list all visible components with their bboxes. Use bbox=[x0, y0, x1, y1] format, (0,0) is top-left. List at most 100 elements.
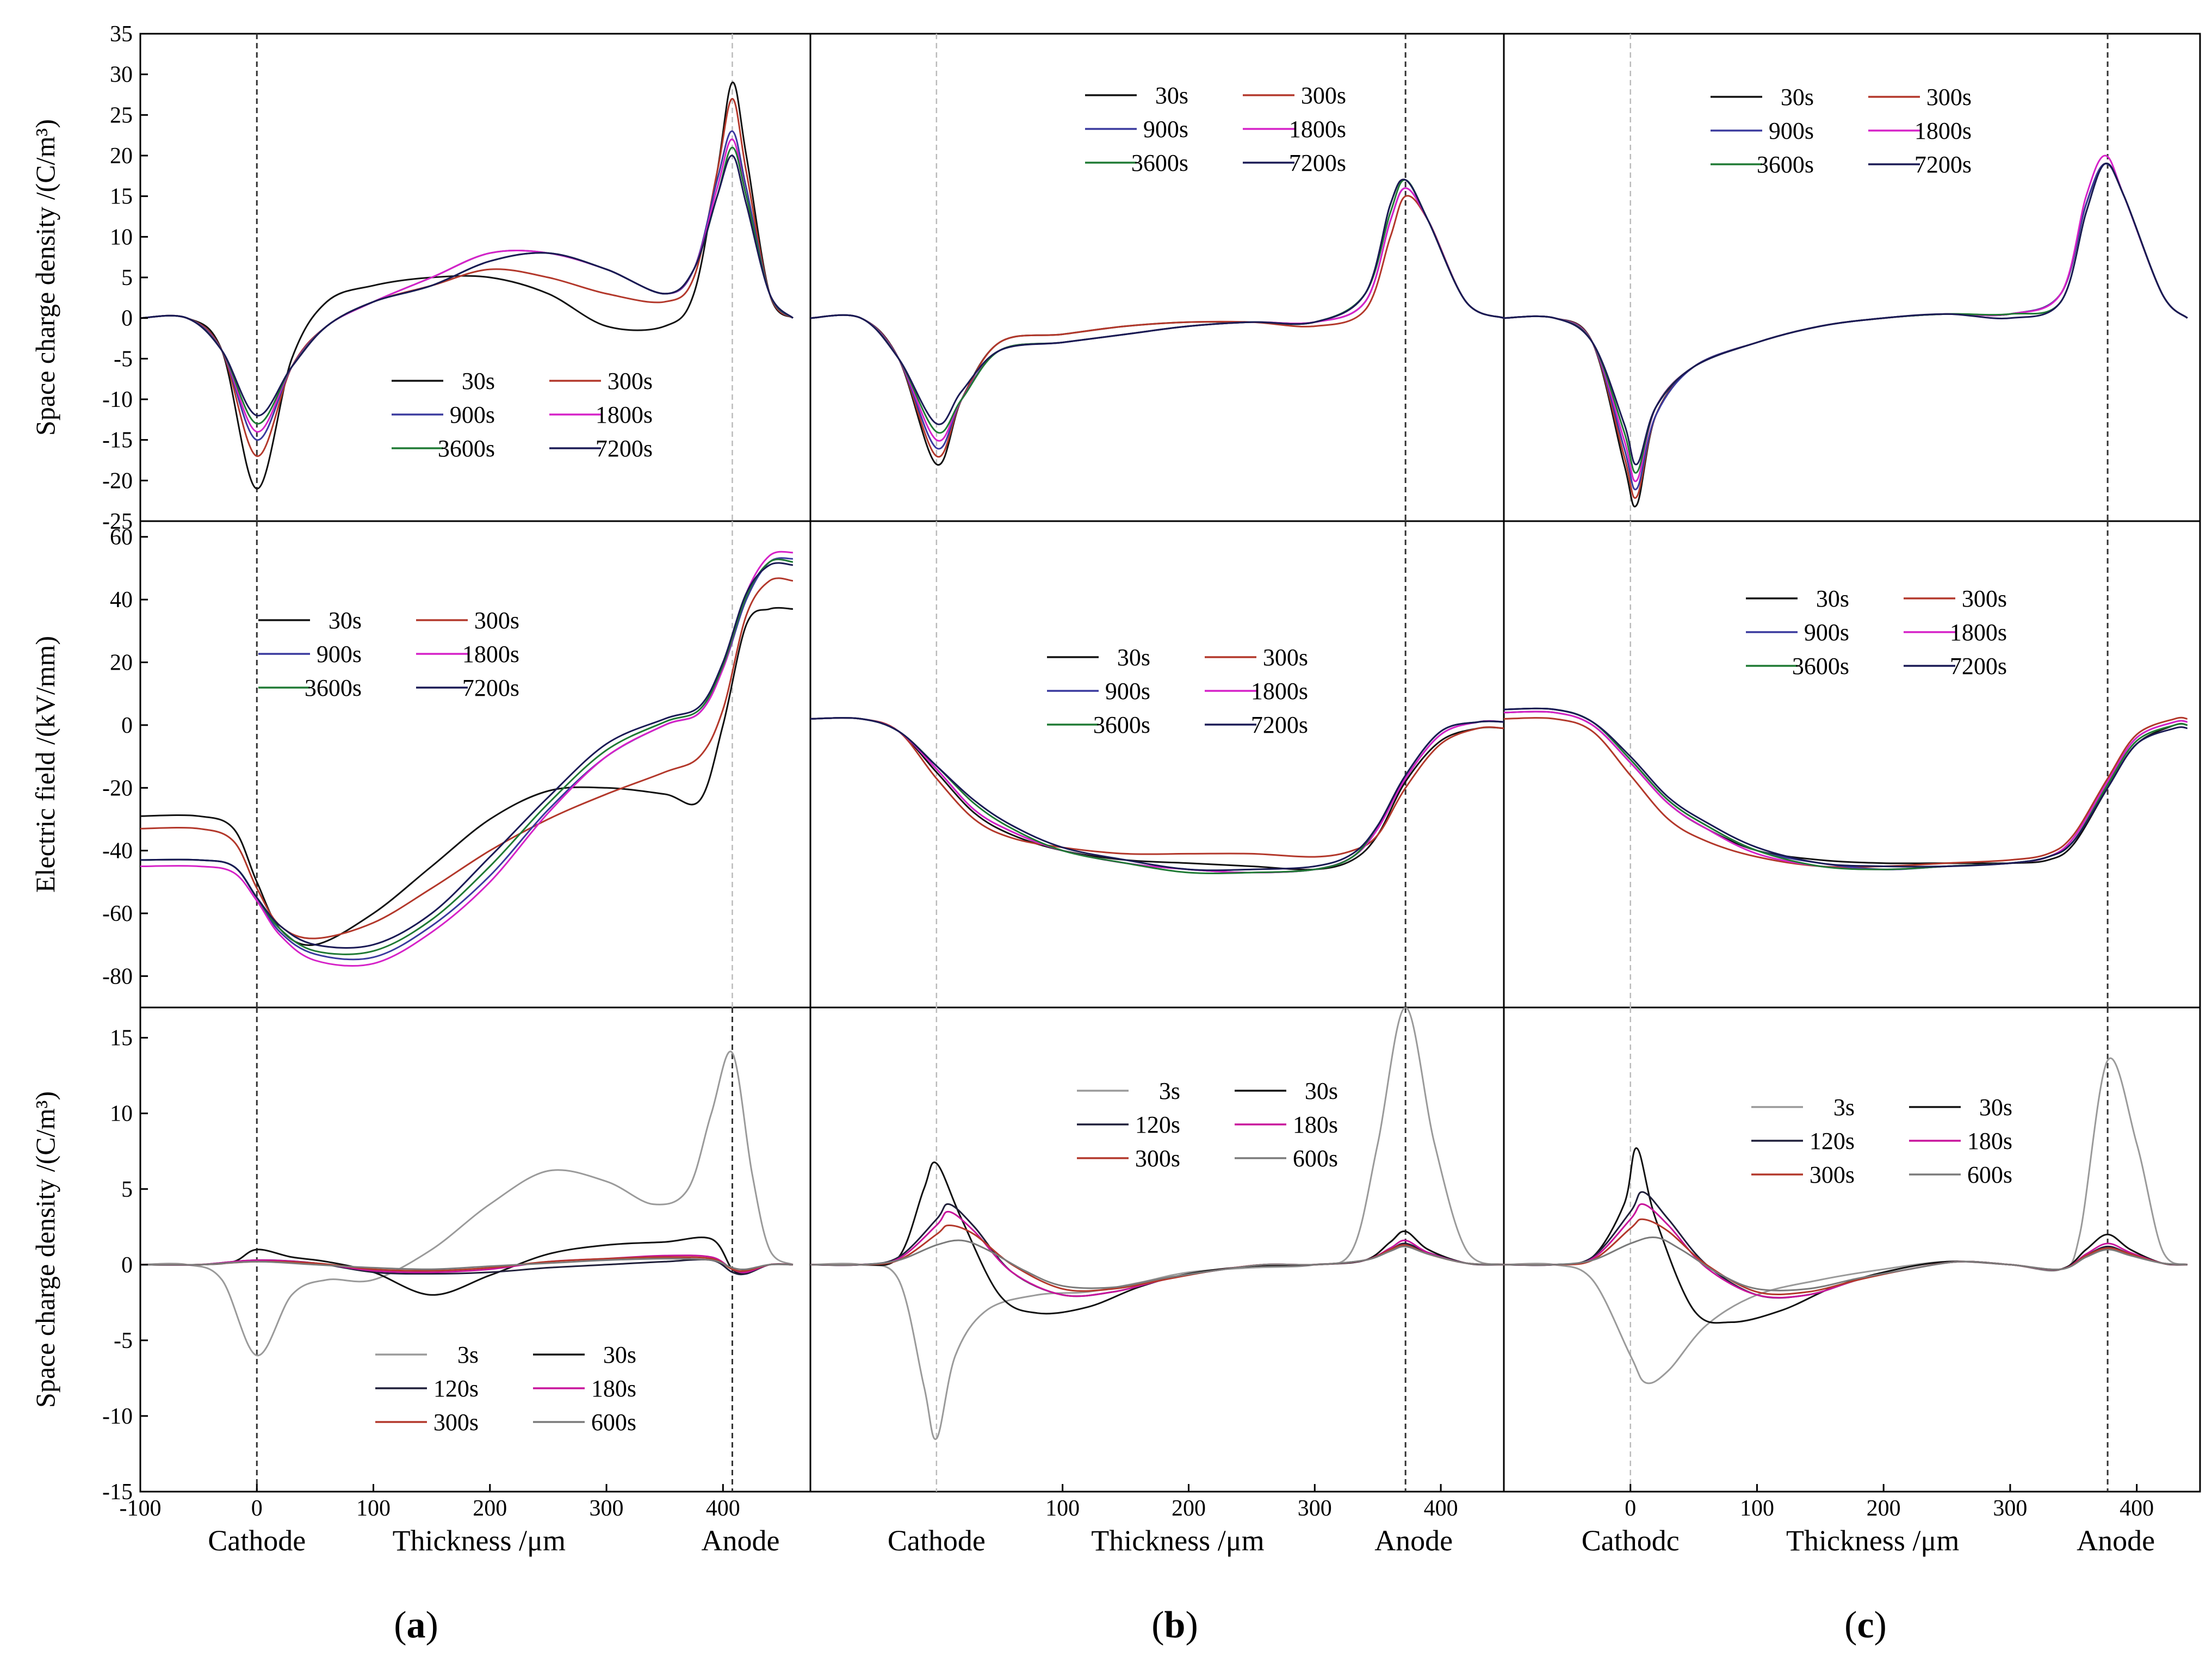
legend-b-top: 30s 300s 900s 1800s 3600s 7200s bbox=[1085, 82, 1346, 176]
y-tick-label: 5 bbox=[121, 265, 133, 290]
chart-c-top-clip bbox=[1504, 34, 2188, 521]
legend-label: 7200s bbox=[1950, 653, 2007, 679]
legend-label: 3600s bbox=[1093, 712, 1150, 738]
legend-label: 900s bbox=[1769, 118, 1814, 144]
y-tick-label: -5 bbox=[114, 1328, 133, 1353]
y-tick-label: 15 bbox=[110, 184, 133, 209]
chart-a-top: 30s 300s 900s 1800s 3600s 7200s bbox=[140, 33, 794, 522]
series-line-b-mid-7200s bbox=[810, 717, 1504, 871]
legend-label: 30s bbox=[603, 1341, 636, 1368]
x-axis-title: Thickness /μm bbox=[1786, 1524, 1959, 1557]
legend-label: 300s bbox=[608, 368, 653, 394]
x-tick-label: 400 bbox=[1424, 1496, 1458, 1521]
y-tick-label: -20 bbox=[102, 776, 133, 801]
legend-label: 1800s bbox=[1251, 678, 1308, 704]
legend-label: 7200s bbox=[1289, 150, 1346, 176]
series-line-c-top-900s bbox=[1504, 163, 2188, 491]
panel-frames bbox=[139, 33, 2201, 1493]
caption-close-paren: ) bbox=[426, 1604, 438, 1646]
legend-b-bot: 3s 30s 120s 180s 300s 600s bbox=[1077, 1078, 1338, 1172]
x-tick-label: 100 bbox=[1045, 1496, 1080, 1521]
x-axis-title: Thickness /μm bbox=[393, 1524, 566, 1557]
y-axis-title: Space charge density /(C/m³) bbox=[30, 119, 60, 436]
series-line-a-top-30s bbox=[140, 82, 794, 490]
series-line-a-mid-3600s bbox=[140, 558, 794, 955]
panel-caption: (c) bbox=[1844, 1604, 1887, 1646]
x-tick-label: 400 bbox=[706, 1496, 740, 1521]
series-line-b-top-300s bbox=[810, 195, 1504, 458]
axis-annotations: 35 30 25 20 15 10 5 0 -5 -10 -15 -20 -25 Space charge… bbox=[30, 22, 2155, 1646]
y-tick-label: 35 bbox=[110, 22, 133, 47]
legend-label: 1800s bbox=[1289, 116, 1346, 143]
legend-label: 300s bbox=[474, 607, 519, 634]
frame-c bbox=[1503, 33, 2201, 1493]
series-line-c-bot-30s bbox=[1504, 1147, 2188, 1324]
legend-label: 900s bbox=[1105, 678, 1150, 704]
legend-label: 1800s bbox=[462, 641, 519, 667]
x-tick-label: 300 bbox=[1993, 1496, 2027, 1521]
legend-label: 3600s bbox=[438, 435, 495, 462]
legend-label: 600s bbox=[1293, 1145, 1338, 1172]
panel-caption: (b) bbox=[1151, 1604, 1198, 1646]
legend-label: 900s bbox=[1804, 619, 1849, 646]
legend-label: 30s bbox=[329, 607, 362, 634]
legend-label: 300s bbox=[1926, 84, 1972, 110]
panel-caption: (a) bbox=[394, 1604, 438, 1646]
series-line-c-bot-300s bbox=[1504, 1218, 2188, 1296]
legend-label: 1800s bbox=[596, 401, 653, 428]
legend-label: 7200s bbox=[462, 675, 519, 701]
series-line-b-mid-900s bbox=[810, 717, 1504, 874]
caption-letter: a bbox=[407, 1604, 426, 1646]
series-line-a-bot-600s bbox=[140, 1258, 793, 1271]
x-tick-label: 400 bbox=[2120, 1496, 2154, 1521]
series-line-b-top-7200s bbox=[810, 178, 1504, 425]
legend-label: 30s bbox=[1816, 585, 1849, 612]
y-tick-label: -80 bbox=[102, 964, 133, 989]
series-line-a-bot-30s bbox=[140, 1236, 793, 1296]
y-tick-label: -60 bbox=[102, 901, 133, 926]
y-tick-label: 0 bbox=[121, 713, 133, 738]
legend-label: 300s bbox=[1962, 585, 2007, 612]
chart-a-mid-clip bbox=[140, 521, 794, 1007]
y-tick-label: 25 bbox=[110, 103, 133, 128]
legend-label: 30s bbox=[1117, 644, 1150, 671]
legend-label: 30s bbox=[1979, 1094, 2012, 1121]
x-tick-label: 100 bbox=[1740, 1496, 1774, 1521]
legend-label: 120s bbox=[1135, 1111, 1180, 1138]
legend-label: 3600s bbox=[1757, 151, 1814, 178]
series-line-c-mid-3600s bbox=[1504, 707, 2188, 870]
legend-a-bot: 3s 30s 120s 180s 300s 600s bbox=[375, 1341, 636, 1436]
legend-label: 3600s bbox=[1792, 653, 1849, 679]
legend-label: 30s bbox=[1155, 82, 1188, 109]
series-line-c-top-1800s bbox=[1504, 154, 2188, 483]
chart-c-mid-clip bbox=[1504, 521, 2188, 1007]
legend-label: 1800s bbox=[1950, 619, 2007, 646]
y-tick-label: 20 bbox=[110, 651, 133, 676]
legend-label: 600s bbox=[591, 1409, 636, 1436]
series-line-c-bot-600s bbox=[1504, 1236, 2188, 1291]
legend-label: 7200s bbox=[596, 435, 653, 462]
series-line-b-bot-3s bbox=[810, 1007, 1504, 1440]
series-line-b-bot-600s bbox=[810, 1239, 1504, 1289]
caption-open-paren: ( bbox=[394, 1604, 406, 1646]
chart-a-bot: 3s 30s 120s 180s 300s 600s bbox=[139, 1007, 794, 1493]
series-line-c-mid-7200s bbox=[1504, 707, 2188, 868]
series-line-a-mid-300s bbox=[140, 577, 794, 939]
y-tick-label: 5 bbox=[121, 1177, 133, 1202]
x-tick-label: 300 bbox=[590, 1496, 624, 1521]
x-tick-label: 300 bbox=[1298, 1496, 1332, 1521]
series-line-a-top-1800s bbox=[140, 138, 794, 433]
legend-label: 7200s bbox=[1914, 151, 1972, 178]
series-line-a-top-300s bbox=[140, 97, 794, 457]
caption-letter: c bbox=[1857, 1604, 1874, 1646]
y-tick-label: -15 bbox=[102, 1480, 133, 1505]
legend-label: 120s bbox=[1810, 1128, 1855, 1154]
y-tick-label: -15 bbox=[102, 428, 133, 453]
legend-label: 900s bbox=[1143, 116, 1188, 143]
legend-label: 300s bbox=[1263, 644, 1308, 671]
series-line-b-bot-30s bbox=[810, 1161, 1504, 1315]
series-line-c-mid-300s bbox=[1504, 716, 2188, 868]
y-tick-label: 10 bbox=[110, 1102, 133, 1127]
x-axis-title: Thickness /μm bbox=[1091, 1524, 1264, 1557]
y-tick-label: -10 bbox=[102, 1404, 133, 1429]
